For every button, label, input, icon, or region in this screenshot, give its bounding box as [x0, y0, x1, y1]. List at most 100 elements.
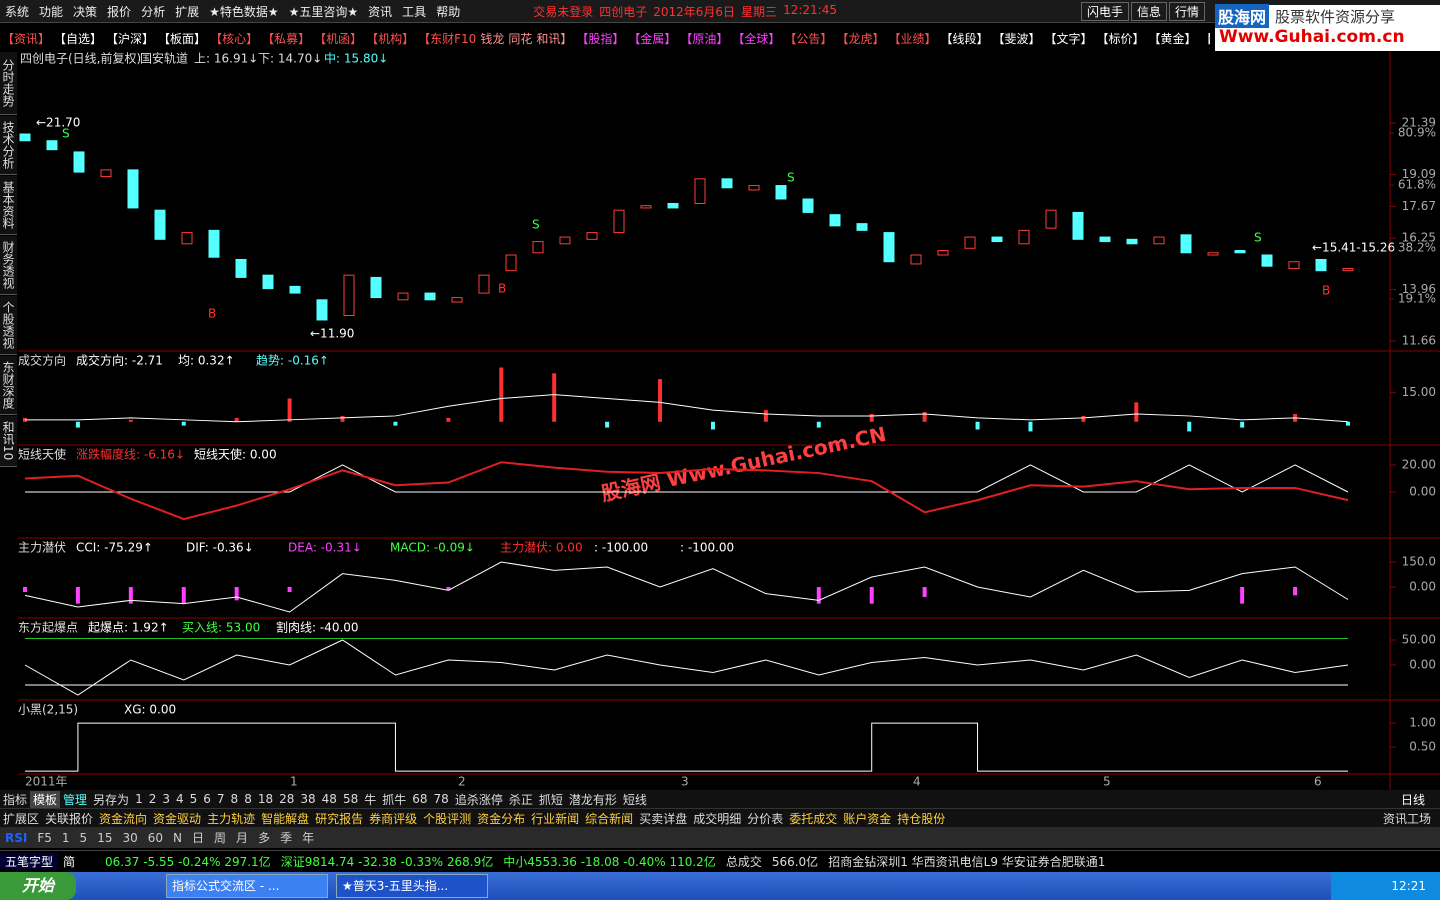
indicator-tab[interactable]: 68	[412, 792, 428, 806]
info-tab[interactable]: 研究报告	[315, 811, 364, 826]
indicator-tab[interactable]: 78	[433, 792, 449, 806]
menu-item[interactable]: 工具	[402, 4, 427, 19]
indicator-tab[interactable]: 5	[189, 792, 198, 806]
indicator-tab[interactable]: 短线	[622, 792, 647, 807]
period-tab[interactable]: 日线	[1400, 792, 1425, 807]
toolbar-button[interactable]: 【黄金】	[1148, 31, 1197, 46]
menu-button[interactable]: 闪电手	[1080, 1, 1129, 21]
info-tab[interactable]: 主力轨迹	[207, 811, 256, 826]
tool-button[interactable]: 月	[236, 831, 249, 845]
tool-button[interactable]: 60	[147, 830, 164, 845]
info-tab[interactable]: 资金分布	[477, 811, 526, 826]
indicator-tab[interactable]: 抓牛	[382, 792, 407, 807]
start-button[interactable]: 开始	[0, 872, 77, 900]
toolbar-button[interactable]: 【机函】	[314, 31, 363, 46]
indicator-tab[interactable]: 38	[300, 792, 316, 806]
menu-item[interactable]: 分析	[141, 4, 166, 19]
indicator-tab[interactable]: 28	[279, 792, 295, 806]
indicator-tab[interactable]: 杀正	[508, 792, 533, 807]
menu-item[interactable]: ★特色数据★	[209, 4, 279, 19]
tool-button[interactable]: F5	[37, 830, 52, 845]
indicator-tab[interactable]: 追杀涨停	[454, 792, 503, 807]
indicator-tab[interactable]: 8	[230, 792, 239, 806]
tool-button[interactable]: RSI	[5, 830, 28, 845]
info-tab[interactable]: 买卖详盘	[639, 811, 688, 826]
side-tab[interactable]: 财务透视	[0, 236, 17, 295]
indicator-tab[interactable]: 8	[244, 792, 252, 806]
info-tab[interactable]: 行业新闻	[531, 811, 580, 826]
menu-item[interactable]: 决策	[73, 4, 98, 19]
indicator-tab[interactable]: 潜龙有形	[568, 792, 617, 807]
menu-item[interactable]: ★五里咨询★	[288, 4, 359, 19]
tool-button[interactable]: N	[173, 830, 183, 845]
indicator-tab[interactable]: 抓短	[538, 792, 563, 807]
info-tab[interactable]: 持仓股份	[897, 811, 946, 826]
indicator-tab[interactable]: 1	[135, 792, 143, 806]
tool-button[interactable]: 周	[214, 831, 227, 845]
indicator-tab[interactable]: 指标	[3, 792, 28, 807]
menu-item[interactable]: 帮助	[436, 4, 461, 19]
toolbar-button[interactable]: 【文字】	[1044, 31, 1093, 46]
side-tab[interactable]: 基本资料	[0, 176, 17, 235]
tool-button[interactable]: 日	[192, 831, 205, 845]
task-button[interactable]: ★普天3-五里头指...	[336, 874, 489, 898]
menu-item[interactable]: 扩展	[175, 4, 200, 19]
side-tab[interactable]: 和讯10	[0, 416, 17, 467]
side-tab[interactable]: 分时走势	[0, 52, 17, 115]
toolbar-button[interactable]: 【公告】	[784, 31, 833, 46]
tool-button[interactable]: 5	[79, 830, 88, 845]
indicator-tab[interactable]: 管理	[63, 792, 88, 807]
indicator-tab[interactable]: 3	[162, 792, 170, 806]
toolbar-button[interactable]: 【线段】	[940, 31, 989, 46]
info-tab[interactable]: 资金流向	[99, 811, 148, 826]
indicator-tab[interactable]: 6	[203, 792, 211, 806]
menu-item[interactable]: 报价	[107, 4, 132, 19]
toolbar-button[interactable]: 和讯】	[536, 31, 573, 46]
info-tab[interactable]: 券商评级	[369, 811, 418, 826]
tool-button[interactable]: 多	[258, 831, 271, 845]
indicator-tab[interactable]: 48	[321, 792, 337, 806]
indicator-tab[interactable]: 模板	[30, 790, 61, 808]
indicator-tab[interactable]: 另存为	[93, 792, 130, 807]
info-tab[interactable]: 资讯工场	[1382, 811, 1431, 826]
side-tab[interactable]: 个股透视	[0, 296, 17, 355]
indicator-tab[interactable]: 4	[175, 792, 184, 806]
info-tab[interactable]: 智能解盘	[261, 811, 310, 826]
toolbar-button[interactable]: 【业绩】	[888, 31, 937, 46]
ime[interactable]: 五笔字型	[0, 852, 59, 870]
info-tab[interactable]: 账户资金	[843, 811, 892, 826]
tool-button[interactable]: 年	[302, 831, 315, 845]
info-tab[interactable]: 综合新闻	[585, 811, 634, 826]
toolbar-button[interactable]: 【私募】	[262, 31, 311, 46]
tool-button[interactable]: 季	[280, 831, 293, 845]
info-tab[interactable]: 扩展区	[3, 811, 40, 826]
toolbar-button[interactable]: 【沪深】	[106, 31, 155, 46]
task-button[interactable]: 指标公式交流区 - ...	[166, 874, 329, 898]
tool-button[interactable]: 1	[61, 830, 70, 845]
indicator-tab[interactable]: 18	[257, 792, 274, 806]
side-tab[interactable]: 东财深度	[0, 356, 17, 415]
side-tab[interactable]: 技术分析	[0, 116, 17, 175]
toolbar-button[interactable]: 【东财F10	[418, 31, 477, 46]
tool-button[interactable]: 30	[122, 830, 138, 845]
toolbar-button[interactable]: 钱龙	[480, 31, 505, 46]
toolbar-button[interactable]: 【册	[1199, 30, 1210, 47]
indicator-tab[interactable]: 牛	[364, 792, 377, 807]
info-tab[interactable]: 分价表	[747, 811, 784, 826]
toolbar-button[interactable]: 【股指】	[576, 31, 625, 46]
menu-item[interactable]: 系统	[5, 4, 30, 19]
menu-item[interactable]: 功能	[39, 4, 64, 19]
indicator-tab[interactable]: 2	[148, 792, 157, 806]
info-tab[interactable]: 资金驱动	[153, 811, 202, 826]
tool-button[interactable]: 15	[97, 830, 113, 845]
menu-button[interactable]: 行情	[1168, 1, 1205, 21]
menu-button[interactable]: 信息	[1130, 1, 1167, 21]
toolbar-button[interactable]: 【标价】	[1096, 31, 1145, 46]
info-tab[interactable]: 关联报价	[45, 811, 94, 826]
menu-item[interactable]: 资讯	[368, 4, 393, 19]
info-tab[interactable]: 委托成交	[789, 811, 838, 826]
toolbar-button[interactable]: 【龙虎】	[836, 31, 885, 46]
toolbar-button[interactable]: 【资讯】	[2, 31, 51, 46]
toolbar-button[interactable]: 【斐波】	[992, 31, 1041, 46]
info-tab[interactable]: 个股评测	[423, 811, 472, 826]
